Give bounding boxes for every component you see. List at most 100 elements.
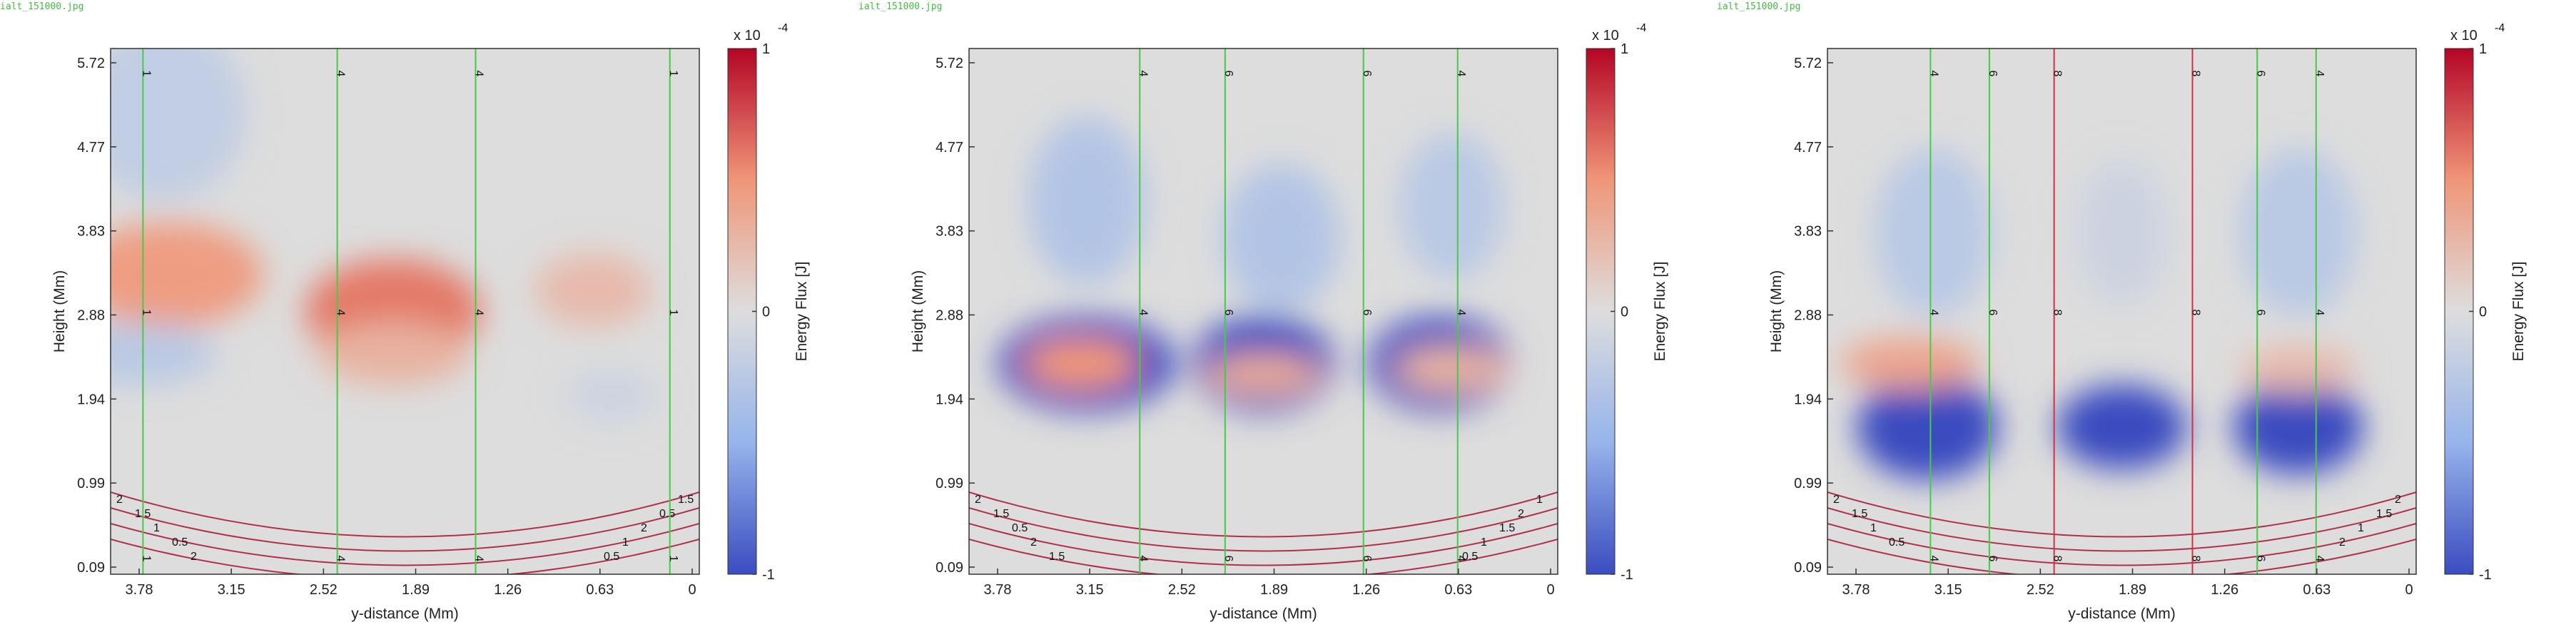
flux-blob-5: [2074, 158, 2169, 307]
x-tick-label: 1.26: [494, 582, 522, 598]
x-tick-label: 1.26: [1352, 582, 1380, 598]
y-tick-label: 0.09: [1794, 560, 1822, 576]
field-line-label: 4: [335, 310, 347, 316]
contour-line-3: [969, 523, 1558, 566]
colorbar-exponent: -4: [2495, 22, 2505, 34]
x-tick-label: 0.63: [2303, 582, 2331, 598]
colorbar-label: Energy Flux [J]: [1652, 261, 1668, 361]
flux-blob-5: [1222, 164, 1340, 312]
contour-label: 2: [1518, 508, 1524, 520]
y-axis-label: Height (Mm): [51, 270, 68, 353]
y-tick-label: 0.99: [1794, 476, 1822, 491]
field-line-label: 4: [1137, 556, 1149, 562]
contour-line-4: [111, 539, 699, 574]
y-tick-label: 5.72: [77, 56, 105, 71]
contour-line-1: [969, 491, 1558, 538]
field-line-label: 6: [1361, 71, 1373, 77]
plot-frame: [968, 48, 1558, 575]
x-tick-label: 1.89: [1260, 582, 1288, 598]
chart-panel-2: ialt_151000.jpg 2 1.5 0.5 2 1.5 1 2 1.5 1 0.5 4 4 4 6 6…: [858, 0, 1717, 642]
flux-blob-3: [2233, 379, 2363, 474]
colorbar-tick-label: -1: [762, 567, 775, 583]
field-line-label: 8: [2052, 71, 2064, 77]
colorbar-tick-label: 0: [762, 305, 770, 320]
x-tick-label: 3.15: [1076, 582, 1104, 598]
contour-label: 2: [1833, 494, 1840, 506]
flux-blob-5: [111, 322, 217, 385]
y-tick-label: 1.94: [77, 392, 105, 407]
contour-label: 2: [2339, 536, 2346, 549]
x-tick-label: 3.15: [1934, 582, 1962, 598]
image-filename-label: ialt_151000.jpg: [0, 1, 84, 12]
heatmap-svg: 21.50.521.5121.510.54446666664445.724.77…: [910, 22, 1668, 622]
flux-blob-8: [1205, 353, 1322, 396]
x-axis-label: y-distance (Mm): [351, 606, 459, 622]
colorbar-tick-label: 1: [1621, 41, 1628, 57]
contour-label: 1.5: [678, 494, 694, 506]
contour-label: 0.5: [604, 551, 619, 563]
field-line-label: 8: [2190, 556, 2202, 562]
field-line-label: 4: [1455, 71, 1467, 77]
colorbar: [2444, 48, 2474, 575]
flux-blob-4: [534, 253, 652, 327]
contour-label: 1.5: [2376, 508, 2392, 520]
heatmap-svg: 21.510.521.50.5210.51114444441115.724.77…: [51, 22, 810, 622]
field-line-label: 6: [2254, 71, 2266, 77]
flux-blob-3: [316, 322, 470, 385]
field-line-label: 4: [473, 310, 485, 316]
chart-panel-3: ialt_151000.jpg 2 1.5 1 0.5 2 1.5 1 2 4 4 4 6 6 6 8 8 8 8 8…: [1717, 0, 2575, 642]
field-line-label: 1: [667, 556, 679, 562]
y-tick-label: 0.99: [935, 476, 963, 491]
flux-blob-6: [1399, 132, 1505, 280]
x-tick-label: 0.63: [586, 582, 614, 598]
field-line-label: 4: [1455, 310, 1467, 316]
y-tick-label: 2.88: [1794, 308, 1822, 324]
colorbar-tick-label: 1: [2479, 41, 2487, 57]
contour-label: 0.5: [1462, 551, 1478, 563]
contour-label: 2: [641, 522, 647, 534]
flux-blob-6: [111, 49, 246, 201]
colorbar: [727, 48, 757, 575]
flux-blob-7: [1839, 337, 1981, 391]
colorbar-label: Energy Flux [J]: [793, 261, 810, 361]
contour-line-4: [1827, 539, 2416, 574]
field-line-label: 4: [1455, 556, 1467, 562]
colorbar-tick-label: -1: [1621, 567, 1633, 583]
colorbar-multiplier: x 10: [2450, 28, 2478, 44]
x-tick-label: 2.52: [2027, 582, 2054, 598]
field-line-label: 4: [1927, 310, 1939, 316]
contour-label: 1.5: [993, 508, 1009, 520]
y-tick-label: 1.94: [1794, 392, 1822, 407]
contour-label: 1: [1536, 494, 1543, 506]
flux-blob-8: [2239, 345, 2358, 393]
contour-label: 1: [622, 536, 629, 549]
flux-field: [111, 49, 659, 422]
field-line-label: 4: [335, 556, 347, 562]
field-line-label: 4: [335, 71, 347, 77]
y-tick-label: 0.09: [77, 560, 105, 576]
colorbar-multiplier: x 10: [1592, 28, 1619, 44]
contour-label: 0.5: [659, 508, 675, 520]
field-line-label: 1: [667, 310, 679, 316]
contour-label: 1: [1870, 522, 1877, 534]
contour-label: 0.5: [1889, 536, 1905, 549]
plot-background: [969, 49, 1558, 574]
colorbar-exponent: -4: [1636, 22, 1646, 34]
contour-line-3: [1827, 523, 2416, 566]
field-line-label: 4: [1927, 71, 1939, 77]
flux-blob-1: [111, 222, 264, 327]
x-tick-label: 3.78: [1842, 582, 1870, 598]
field-line-label: 1: [667, 71, 679, 77]
y-tick-label: 1.94: [935, 392, 963, 407]
y-tick-label: 3.83: [77, 224, 105, 240]
contour-line-1: [1827, 491, 2416, 538]
field-line-label: 8: [2052, 556, 2064, 562]
y-tick-label: 3.83: [1794, 224, 1822, 240]
field-line-label: 6: [1361, 556, 1373, 562]
chart-panel-1: ialt_151000.jpg21.510.521.50.5210.511144…: [0, 0, 858, 642]
y-axis-label: Height (Mm): [1768, 270, 1785, 353]
contour-label: 0.5: [172, 536, 188, 549]
contour-label: 2: [191, 551, 197, 563]
